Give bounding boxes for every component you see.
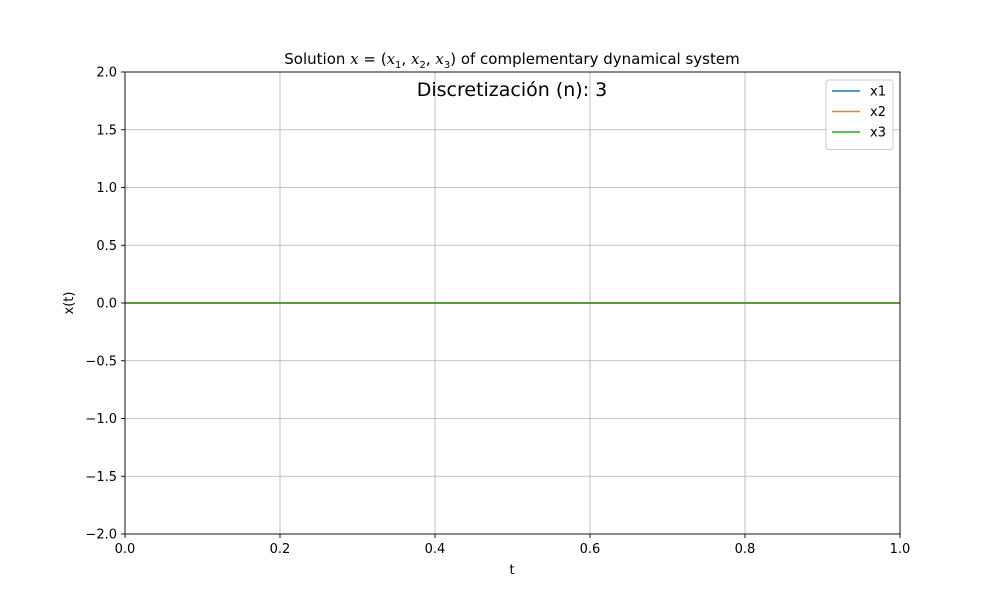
y-tick-label-3: −0.5 [85,354,117,369]
chart-title-math: x = (x1, x2, x3) [350,50,456,71]
y-tick-label-6: 1.0 [96,181,117,196]
x-tick-label-5: 1.0 [890,542,911,557]
chart-title: Solution x = (x1, x2, x3) of complementa… [284,50,739,71]
y-tick-label-0: −2.0 [85,528,117,543]
legend-label-x2: x2 [870,105,886,120]
legend-label-x3: x3 [870,126,886,141]
x-tick-label-2: 0.4 [425,542,446,557]
y-axis-label: x(t) [62,292,77,315]
x-tick-label-0: 0.0 [115,542,136,557]
y-tick-label-2: −1.0 [85,412,117,427]
y-tick-label-8: 2.0 [96,66,117,81]
plot-area: 0.0 0.2 0.4 0.6 0.8 1.0 −2.0 −1.5 −1.0 −0.5 0.0 0.5… [85,66,910,558]
x-axis-label: t [509,563,514,578]
y-tick-label-7: 1.5 [96,123,117,138]
y-tick-label-5: 0.5 [96,239,117,254]
legend: x1 x2 x3 [825,79,894,150]
legend-label-x1: x1 [870,85,886,100]
chart-title-suffix: of complementary dynamical system [456,50,740,68]
x-tick-label-1: 0.2 [270,542,291,557]
y-tick-label-1: −1.5 [85,470,117,485]
annotation-discretization: Discretización (n): 3 [417,79,608,101]
x-tick-label-3: 0.6 [580,542,601,557]
y-tick-label-4: 0.0 [96,297,117,312]
chart-title-prefix: Solution [284,50,350,68]
x-tick-label-4: 0.8 [735,542,756,557]
